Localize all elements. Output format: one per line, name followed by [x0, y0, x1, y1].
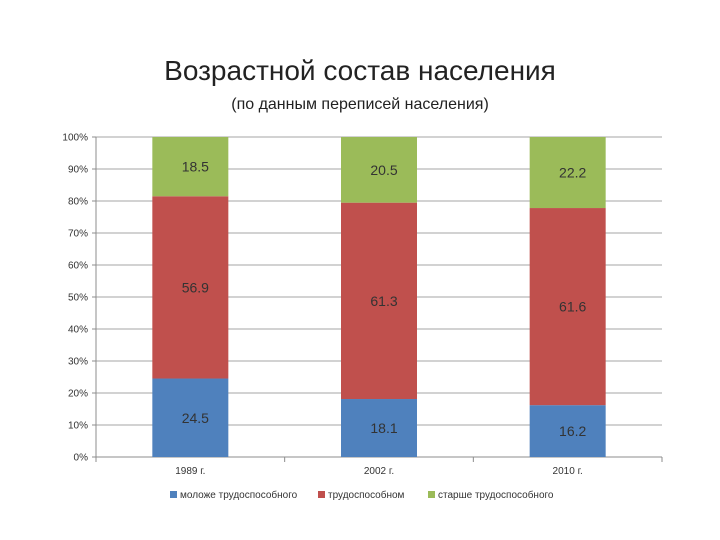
x-category-label: 2010 г.	[553, 466, 583, 477]
x-category-label: 1989 г.	[175, 466, 205, 477]
data-label: 18.5	[182, 159, 209, 175]
data-label: 20.5	[370, 162, 397, 178]
bar-segment	[152, 137, 229, 197]
legend-label: старше трудоспособного	[438, 489, 554, 501]
data-label: 61.3	[370, 293, 397, 309]
bar-segment	[341, 202, 417, 400]
legend-swatch	[170, 491, 177, 498]
y-tick-label: 50%	[68, 293, 88, 304]
bar-segment	[152, 378, 229, 457]
bar-segment	[529, 208, 606, 406]
data-label: 24.5	[182, 410, 209, 426]
legend: моложе трудоспособного трудоспособном стар…	[170, 489, 554, 501]
y-tick-label: 60%	[68, 261, 88, 272]
x-category-label: 2002 г.	[364, 466, 394, 477]
y-tick-label: 10%	[68, 421, 88, 432]
bars	[152, 137, 606, 457]
y-tick-label: 40%	[68, 325, 88, 336]
chart-title: Возрастной состав населения	[164, 55, 556, 86]
data-labels: 24.5 56.9 18.5 18.1 61.3 20.5 16.2 61.6 22.2	[182, 159, 587, 439]
data-label: 56.9	[182, 279, 209, 295]
y-tick-label: 100%	[62, 133, 88, 144]
y-tick-label: 70%	[68, 229, 88, 240]
y-tick-label: 90%	[68, 165, 88, 176]
data-label: 22.2	[559, 165, 586, 181]
bar-segment	[152, 196, 229, 379]
legend-swatch	[428, 491, 435, 498]
bar-segment	[341, 137, 417, 203]
data-label: 16.2	[559, 423, 586, 439]
axes: 0% 10% 20% 30% 40% 50% 60% 70% 80% 90% 100% 1989 г.…	[62, 133, 663, 477]
y-tick-label: 80%	[68, 197, 88, 208]
data-label: 61.6	[559, 299, 586, 315]
bar-segment	[529, 137, 606, 209]
y-tick-label: 30%	[68, 357, 88, 368]
legend-label: трудоспособном	[328, 489, 405, 501]
chart-subtitle: (по данным переписей населения)	[231, 96, 489, 113]
y-tick-label: 0%	[74, 453, 89, 464]
y-tick-label: 20%	[68, 389, 88, 400]
bar-segment	[341, 399, 417, 457]
data-label: 18.1	[370, 420, 397, 436]
legend-label: моложе трудоспособного	[180, 489, 298, 501]
bar-segment	[529, 405, 606, 457]
legend-swatch	[318, 491, 325, 498]
